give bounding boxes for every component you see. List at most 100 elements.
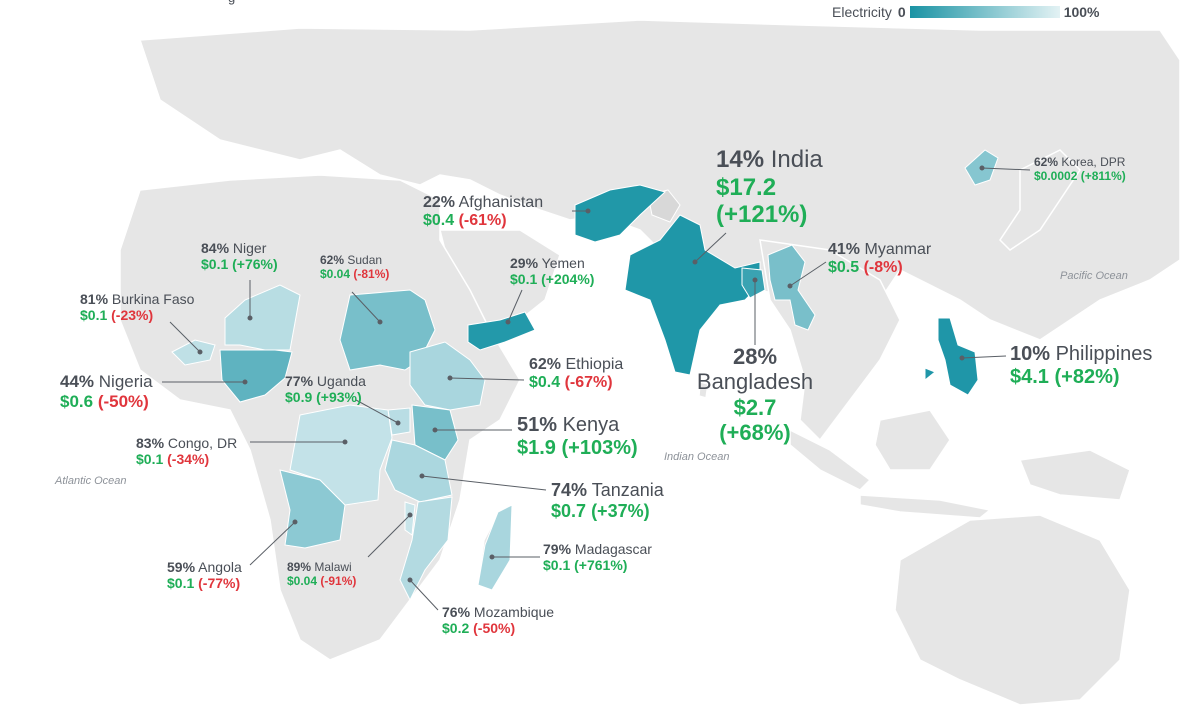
label-burkina-faso: 81% Burkina Faso $0.1 (-23%) (80, 291, 194, 323)
afghanistan-value: $0.4 (423, 212, 455, 230)
mozambique-change: (-50%) (473, 620, 516, 637)
burkina-value: $0.1 (80, 307, 108, 324)
malawi-pct: 89% (287, 560, 312, 574)
afghanistan-pct: 22% (423, 194, 456, 211)
angola-value: $0.1 (167, 575, 195, 592)
india-change: (+121%) (716, 201, 808, 229)
legend-gradient-bar (909, 6, 1060, 18)
country-mozambique (399, 496, 453, 602)
country-philippines-2 (924, 367, 936, 382)
mozambique-pct: 76% (442, 604, 471, 620)
country-india (624, 214, 761, 376)
malawi-value: $0.04 (287, 573, 318, 588)
mozambique-value: $0.2 (442, 620, 470, 637)
yemen-value: $0.1 (510, 271, 538, 288)
philippines-change: (+82%) (1054, 366, 1120, 388)
kenya-pct: 51% (517, 414, 558, 436)
clipped-top-text: g (228, 0, 235, 5)
land-japan (999, 149, 1081, 251)
label-niger: 84% Niger $0.1 (+76%) (201, 240, 278, 272)
label-yemen: 29% Yemen $0.1 (+204%) (510, 255, 594, 287)
label-madagascar: 79% Madagascar $0.1 (+761%) (543, 541, 652, 573)
label-malawi: 89% Malawi $0.04 (-91%) (287, 560, 357, 589)
india-pct: 14% (716, 146, 765, 173)
yemen-change: (+204%) (541, 271, 595, 288)
land-australia (894, 514, 1131, 706)
india-name: India (770, 146, 823, 173)
country-angola (279, 469, 346, 549)
land-newguinea (1018, 449, 1131, 501)
angola-change: (-77%) (198, 575, 241, 592)
bangladesh-pct: 28% (732, 344, 778, 369)
bangladesh-value: $2.7 (733, 394, 777, 420)
sudan-value: $0.04 (320, 266, 351, 281)
yemen-name: Yemen (541, 255, 585, 271)
myanmar-pct: 41% (828, 241, 861, 258)
country-niger (224, 284, 301, 351)
madagascar-name: Madagascar (574, 541, 652, 557)
label-congo: 83% Congo, DR $0.1 (-34%) (136, 435, 237, 467)
nigeria-value: $0.6 (60, 391, 94, 411)
congo-value: $0.1 (136, 451, 164, 468)
tanzania-pct: 74% (551, 480, 588, 500)
country-tanzania (384, 439, 453, 503)
myanmar-change: (-8%) (863, 259, 903, 277)
philippines-name: Philippines (1055, 343, 1153, 365)
korea-value: $0.0002 (1034, 168, 1078, 183)
afghanistan-change: (-61%) (458, 212, 507, 230)
korea-name: Korea, DPR (1061, 155, 1126, 169)
legend-max-label: 100% (1063, 4, 1100, 20)
ethiopia-change: (-67%) (564, 374, 613, 392)
sudan-change: (-81%) (353, 266, 390, 281)
land-sumatra (789, 428, 872, 491)
label-philippines: 10% Philippines $4.1 (+82%) (1010, 343, 1152, 389)
label-tanzania: 74% Tanzania $0.7 (+37%) (551, 480, 664, 521)
country-ethiopia (409, 341, 486, 411)
tanzania-name: Tanzania (591, 480, 664, 500)
label-angola: 59% Angola $0.1 (-77%) (167, 559, 242, 591)
label-myanmar: 41% Myanmar $0.5 (-8%) (828, 241, 931, 278)
country-yemen (467, 311, 536, 351)
congo-pct: 83% (136, 435, 165, 451)
kenya-value: $1.9 (517, 437, 556, 459)
country-layer (171, 149, 999, 602)
sudan-pct: 62% (320, 253, 345, 267)
label-korea: 62% Korea, DPR $0.0002 (+811%) (1034, 155, 1126, 184)
country-madagascar (477, 504, 513, 591)
niger-name: Niger (232, 240, 267, 256)
ocean-pacific: Pacific Ocean (1060, 270, 1128, 282)
country-burkina (171, 339, 216, 366)
label-afghanistan: 22% Afghanistan $0.4 (-61%) (423, 194, 543, 231)
uganda-value: $0.9 (285, 389, 313, 406)
country-bangladesh (741, 267, 766, 299)
uganda-change: (+93%) (316, 389, 362, 406)
tanzania-change: (+37%) (591, 500, 650, 521)
land-borneo (874, 409, 951, 471)
burkina-change: (-23%) (111, 307, 154, 324)
sudan-name: Sudan (347, 253, 383, 267)
ethiopia-pct: 62% (529, 356, 562, 373)
angola-name: Angola (198, 559, 242, 575)
tanzania-value: $0.7 (551, 500, 587, 521)
label-kenya: 51% Kenya $1.9 (+103%) (517, 414, 638, 460)
label-uganda: 77% Uganda $0.9 (+93%) (285, 373, 366, 405)
ocean-indian: Indian Ocean (664, 451, 730, 463)
afghanistan-name: Afghanistan (458, 194, 544, 211)
yemen-pct: 29% (510, 255, 539, 271)
india-value: $17.2 (716, 173, 777, 201)
ocean-atlantic: Atlantic Ocean (55, 475, 127, 487)
ethiopia-value: $0.4 (529, 374, 561, 392)
nigeria-name: Nigeria (98, 372, 153, 391)
madagascar-pct: 79% (543, 541, 572, 557)
philippines-pct: 10% (1010, 343, 1051, 365)
label-india: 14% India $17.2 (+121%) (716, 146, 823, 229)
country-afghanistan (574, 184, 666, 243)
ethiopia-name: Ethiopia (565, 356, 624, 373)
congo-name: Congo, DR (167, 435, 238, 451)
bangladesh-name: Bangladesh (696, 369, 814, 395)
niger-pct: 84% (201, 240, 230, 256)
madagascar-value: $0.1 (543, 557, 571, 574)
malawi-change: (-91%) (320, 573, 357, 588)
philippines-value: $4.1 (1010, 366, 1049, 388)
korea-change: (+811%) (1080, 168, 1126, 183)
